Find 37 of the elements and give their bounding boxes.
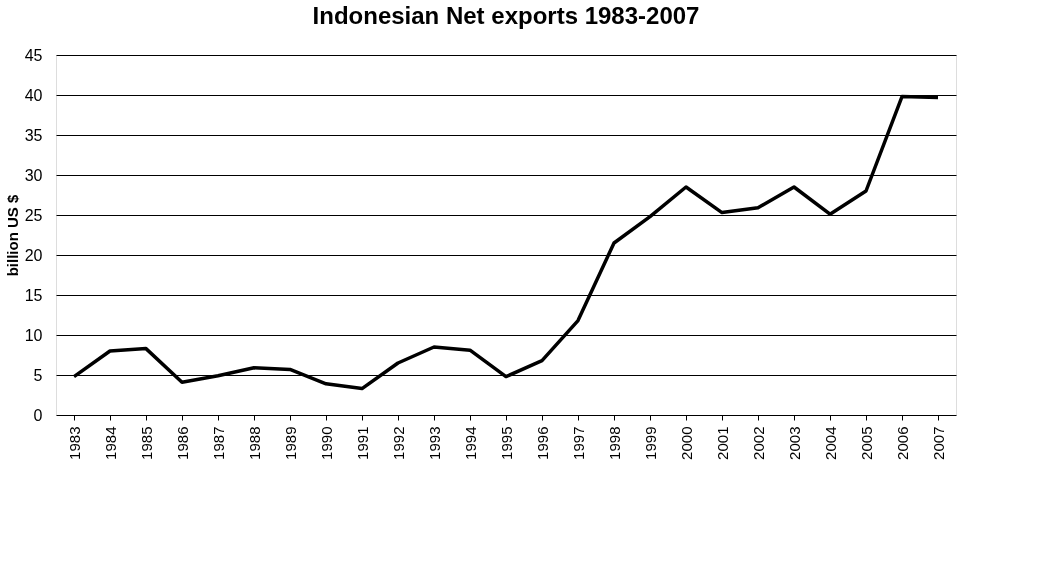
x-tick-label: 1998 xyxy=(605,426,623,460)
y-tick-label: 25 xyxy=(24,206,43,224)
x-tick-label: 2004 xyxy=(821,426,839,460)
x-tick-label: 1995 xyxy=(497,426,515,460)
x-tick-label: 2002 xyxy=(749,426,767,460)
x-tick-label: 1986 xyxy=(173,426,191,460)
y-tick-label: 40 xyxy=(24,86,43,104)
y-tick-label: 35 xyxy=(24,126,43,144)
x-tick-label: 1992 xyxy=(389,426,407,460)
x-tick-label: 1994 xyxy=(461,426,479,460)
chart-title: Indonesian Net exports 1983-2007 xyxy=(312,2,700,29)
y-tick-label: 15 xyxy=(24,286,43,304)
x-tick-label: 1985 xyxy=(137,426,155,460)
x-tick-label: 2000 xyxy=(677,426,695,460)
x-tick-label: 2005 xyxy=(857,426,875,460)
x-tick-label: 1993 xyxy=(425,426,443,460)
y-tick-label: 10 xyxy=(24,326,43,344)
x-tick-label: 1991 xyxy=(353,426,371,460)
x-tick-label: 1997 xyxy=(569,426,587,460)
x-tick-label: 1988 xyxy=(245,426,263,460)
x-tick-label: 1989 xyxy=(281,426,299,460)
x-tick-label: 2006 xyxy=(893,426,911,460)
x-tick-label: 1983 xyxy=(65,426,83,460)
x-tick-label: 1987 xyxy=(209,426,227,460)
x-tick-label: 2003 xyxy=(785,426,803,460)
y-tick-label: 0 xyxy=(33,406,43,424)
y-tick-label: 45 xyxy=(24,46,43,64)
y-tick-label: 5 xyxy=(33,366,43,384)
x-tick-label: 1996 xyxy=(533,426,551,460)
x-tick-label: 2001 xyxy=(713,426,731,460)
x-tick-label: 1990 xyxy=(317,426,335,460)
x-tick-label: 1999 xyxy=(641,426,659,460)
x-tick-label: 1984 xyxy=(101,426,119,460)
y-tick-label: 20 xyxy=(24,246,43,264)
x-tick-label: 2007 xyxy=(929,426,947,460)
y-axis-title: billion US $ xyxy=(3,194,21,277)
y-tick-label: 30 xyxy=(24,166,43,184)
